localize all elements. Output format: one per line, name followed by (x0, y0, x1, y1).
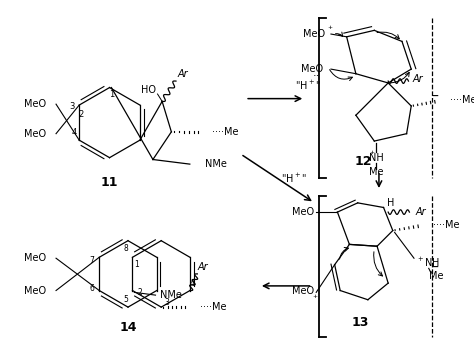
Text: "H$^+$": "H$^+$" (295, 79, 321, 92)
Text: Ar: Ar (198, 262, 208, 272)
Text: NH: NH (369, 153, 383, 163)
Text: 11: 11 (101, 176, 118, 189)
Text: MeO: MeO (24, 253, 46, 263)
Text: 3: 3 (164, 298, 169, 307)
Text: $^+$: $^+$ (368, 149, 375, 158)
Text: Ar: Ar (415, 207, 426, 217)
Text: H: H (387, 198, 395, 208)
Text: 13: 13 (352, 316, 369, 329)
Text: 4: 4 (72, 128, 77, 137)
Text: $^+$: $^+$ (311, 293, 319, 302)
Text: ····Me: ····Me (433, 220, 460, 230)
Text: "H$^+$": "H$^+$" (281, 171, 307, 185)
Text: 1: 1 (134, 260, 138, 269)
Text: NMe: NMe (160, 290, 182, 300)
Text: –: – (432, 90, 438, 104)
Text: 4: 4 (190, 279, 194, 288)
Text: ····Me: ····Me (450, 95, 474, 105)
Text: 6: 6 (90, 284, 94, 293)
Text: Me: Me (429, 271, 443, 281)
Text: Ar: Ar (412, 74, 423, 84)
Text: ····Me: ····Me (212, 127, 238, 137)
Text: 1: 1 (109, 91, 114, 99)
Text: MeO: MeO (24, 285, 46, 295)
Text: MeO: MeO (24, 99, 46, 109)
Text: 14: 14 (119, 321, 137, 334)
Text: Me: Me (369, 168, 383, 178)
Text: MeO: MeO (24, 129, 46, 139)
Text: HO: HO (141, 85, 156, 95)
Text: MeO: MeO (292, 285, 314, 295)
Text: ··: ·· (312, 71, 320, 82)
Text: MeO: MeO (303, 29, 326, 39)
Text: $^+$: $^+$ (326, 25, 334, 34)
Text: 7: 7 (90, 257, 94, 266)
Text: –: – (432, 261, 438, 274)
Text: 2: 2 (137, 288, 142, 297)
Text: MeO: MeO (301, 64, 324, 74)
Text: 5: 5 (124, 295, 128, 304)
Text: 3: 3 (69, 103, 74, 111)
Text: NMe: NMe (206, 159, 228, 169)
Text: 12: 12 (355, 155, 372, 168)
Text: MeO: MeO (292, 207, 314, 217)
Text: $^+$NH: $^+$NH (416, 256, 440, 269)
Text: 2: 2 (78, 110, 84, 119)
Text: ····Me: ····Me (200, 302, 227, 312)
Text: 8: 8 (124, 244, 128, 252)
Text: Ar: Ar (177, 69, 188, 79)
